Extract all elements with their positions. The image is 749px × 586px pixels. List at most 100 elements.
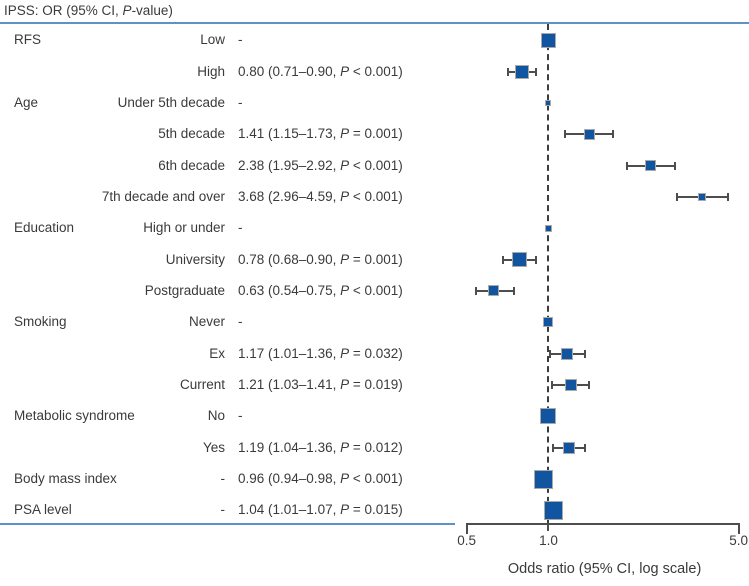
or-value-pre: 0.63 (0.54–0.75,: [238, 282, 341, 298]
or-value-post: = 0.019): [349, 377, 403, 393]
error-bar-cap: [583, 349, 586, 358]
axis-tick-label: 5.0: [729, 533, 748, 548]
or-value-pre: 1.04 (1.01–1.07,: [238, 502, 341, 518]
forest-marker: [544, 224, 552, 232]
level-label: Current: [179, 377, 225, 393]
error-bar-cap: [474, 286, 477, 295]
or-value-post: = 0.015): [349, 502, 403, 518]
or-value-pre: 1.21 (1.03–1.41,: [238, 377, 341, 393]
or-value-post: < 0.001): [349, 188, 403, 204]
or-value-text: 3.68 (2.96–4.59, P < 0.001): [238, 187, 403, 207]
forest-marker: [561, 347, 574, 360]
axis-tick: [547, 525, 550, 531]
error-bar-cap: [548, 349, 551, 358]
figure-title-text-end: -value): [131, 3, 173, 18]
error-bar-cap: [550, 381, 553, 390]
error-bar-cap: [535, 67, 538, 76]
or-value-text: 0.96 (0.94–0.98, P < 0.001): [238, 469, 403, 489]
or-value-post: < 0.001): [349, 282, 403, 298]
or-value-pre: 0.80 (0.71–0.90,: [238, 63, 341, 79]
axis-tick: [465, 525, 468, 534]
forest-marker: [545, 99, 552, 106]
p-italic: P: [340, 251, 350, 267]
p-italic: P: [340, 126, 350, 142]
or-value-text: 1.17 (1.01–1.36, P = 0.032): [238, 344, 403, 364]
axis-tick: [737, 525, 740, 534]
or-value-post: = 0.012): [349, 439, 403, 455]
level-label: Postgraduate: [144, 282, 225, 298]
forest-marker: [488, 285, 500, 297]
reference-line: [547, 24, 550, 523]
forest-marker: [543, 317, 554, 328]
error-bar-cap: [507, 67, 510, 76]
bottom-divider-rule: [0, 523, 455, 525]
x-axis-label: Odds ratio (95% CI, log scale): [507, 561, 702, 577]
group-label: Body mass index: [14, 471, 117, 487]
level-label: 5th decade: [158, 126, 225, 142]
or-value-text: -: [238, 30, 243, 50]
level-label: 7th decade and over: [101, 188, 225, 204]
group-label: Age: [14, 94, 39, 110]
level-label: Under 5th decade: [117, 94, 225, 110]
or-value-pre: 1.19 (1.04–1.36,: [238, 439, 341, 455]
level-label: High or under: [143, 220, 225, 236]
p-italic: P: [340, 471, 350, 487]
or-value-text: -: [238, 312, 243, 332]
error-bar-cap: [501, 255, 504, 264]
error-bar-cap: [612, 130, 615, 139]
or-value-text: 0.78 (0.68–0.90, P = 0.001): [238, 250, 403, 270]
figure-title: IPSS: OR (95% CI, P-value): [4, 3, 173, 18]
or-value-pre: 2.38 (1.95–2.92,: [238, 157, 341, 173]
figure-title-text: IPSS: OR (95% CI,: [4, 3, 123, 18]
or-value-pre: 3.68 (2.96–4.59,: [238, 188, 341, 204]
forest-marker: [564, 379, 577, 392]
group-label: Education: [14, 220, 75, 236]
axis-tick-label: 0.5: [457, 533, 476, 548]
forest-marker: [540, 32, 556, 48]
or-value-text: 1.04 (1.01–1.07, P = 0.015): [238, 500, 403, 520]
or-value-post: = 0.001): [349, 126, 403, 142]
error-bar-cap: [552, 443, 555, 452]
or-value-text: 0.80 (0.71–0.90, P < 0.001): [238, 62, 403, 82]
group-label: PSA level: [14, 502, 72, 518]
or-value-pre: -: [238, 32, 243, 48]
p-italic: P: [340, 282, 350, 298]
or-value-pre: 1.17 (1.01–1.36,: [238, 345, 341, 361]
level-label: Never: [188, 314, 225, 330]
or-value-pre: 0.78 (0.68–0.90,: [238, 251, 341, 267]
forest-marker: [515, 64, 530, 79]
forest-marker: [534, 469, 554, 489]
or-value-text: 1.19 (1.04–1.36, P = 0.012): [238, 438, 403, 458]
level-label: No: [207, 408, 225, 424]
or-value-post: < 0.001): [349, 63, 403, 79]
or-value-post: = 0.001): [349, 251, 403, 267]
forest-marker: [698, 192, 707, 201]
figure-title-p-italic: P: [122, 3, 132, 18]
or-value-text: 0.63 (0.54–0.75, P < 0.001): [238, 281, 403, 301]
error-bar-cap: [583, 443, 586, 452]
or-value-post: < 0.001): [349, 157, 403, 173]
error-bar-cap: [674, 161, 677, 170]
p-italic: P: [340, 345, 350, 361]
forest-marker: [563, 441, 576, 454]
or-value-pre: -: [238, 408, 243, 424]
p-italic: P: [340, 439, 350, 455]
error-bar-cap: [563, 130, 566, 139]
or-value-pre: -: [238, 94, 243, 110]
or-value-pre: -: [238, 220, 243, 236]
or-value-text: 2.38 (1.95–2.92, P < 0.001): [238, 156, 403, 176]
group-label: Smoking: [14, 314, 67, 330]
error-bar-cap: [513, 286, 516, 295]
group-label: RFS: [14, 32, 41, 48]
or-value-pre: -: [238, 314, 243, 330]
or-value-pre: 1.41 (1.15–1.73,: [238, 126, 341, 142]
or-value-text: -: [238, 406, 243, 426]
or-value-text: -: [238, 93, 243, 113]
level-label: University: [165, 251, 225, 267]
or-value-text: 1.21 (1.03–1.41, P = 0.019): [238, 375, 403, 395]
forest-marker: [543, 500, 563, 520]
or-value-post: = 0.032): [349, 345, 403, 361]
level-label: -: [220, 471, 226, 487]
forest-marker: [511, 252, 527, 268]
